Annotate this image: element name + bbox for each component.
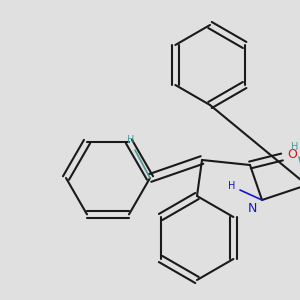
Text: H: H (127, 135, 135, 145)
Text: H: H (291, 142, 299, 152)
Text: H: H (228, 181, 236, 191)
Text: N: N (247, 202, 257, 214)
Text: O: O (287, 148, 297, 161)
